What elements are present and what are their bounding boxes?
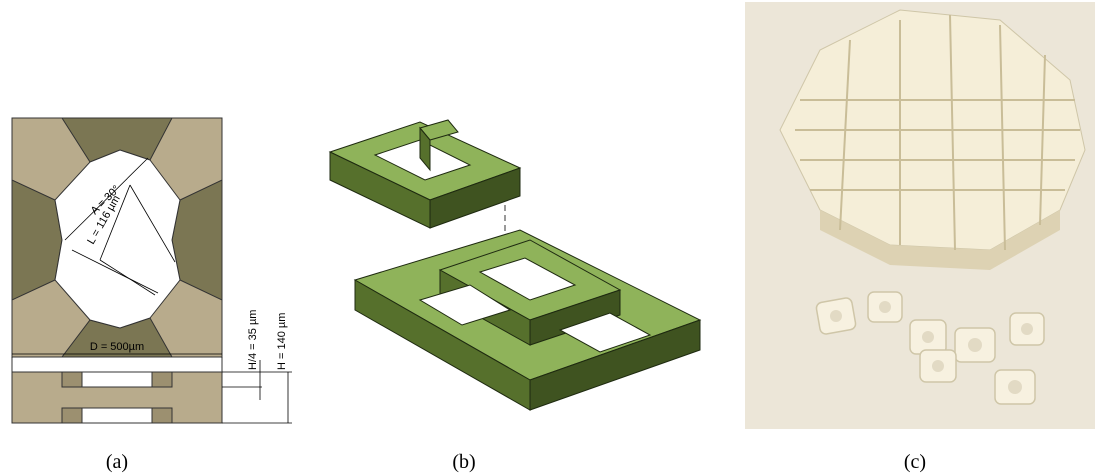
caption-b: (b) [452, 451, 475, 473]
height-label: H = 140 µm [276, 313, 288, 370]
caption-c: (c) [904, 451, 926, 473]
diameter-label: D = 500µm [90, 341, 144, 353]
caption-a: (a) [106, 451, 128, 473]
quarter-height-label: H/4 = 35 µm [247, 310, 259, 370]
figure: A = 30° L = 116 µm D = 500µm H/4 = 35 µm… [0, 0, 1110, 476]
top-view: A = 30° L = 116 µm D = 500µm [12, 118, 222, 372]
isometric-model [330, 120, 700, 410]
photo [745, 2, 1095, 429]
